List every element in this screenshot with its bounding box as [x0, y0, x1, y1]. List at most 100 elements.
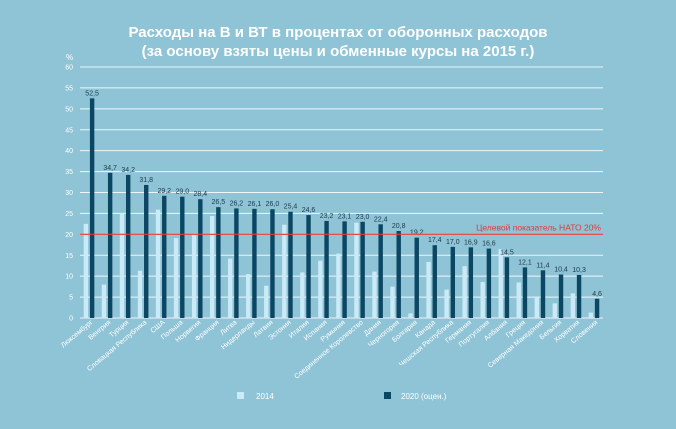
- bar-2014: [336, 253, 341, 318]
- bar-2020: [414, 237, 419, 318]
- bar-2014: [101, 284, 107, 318]
- bar-2020: [360, 221, 365, 318]
- data-label-2020: 23,0: [356, 214, 370, 221]
- bar-2014: [137, 270, 143, 318]
- bar-2020: [594, 298, 600, 318]
- bar-2014: [264, 285, 269, 318]
- data-label-2020: 20,8: [392, 223, 406, 230]
- y-axis-ticks: 0 5 10 15 20 25 30 35 40 45 50 55 60: [65, 65, 73, 323]
- bar-2014: [570, 293, 576, 318]
- data-label-2020: 34,2: [121, 167, 135, 174]
- bar-2014: [119, 213, 125, 318]
- bar-2020: [378, 224, 383, 318]
- bar-2020: [450, 246, 456, 318]
- data-label-2020: 12,1: [518, 259, 532, 266]
- legend-swatch-2020: [384, 392, 391, 399]
- data-label-2020: 26,5: [212, 199, 226, 206]
- bar-2014: [534, 297, 539, 318]
- data-label-2020: 19,2: [410, 230, 424, 237]
- bar-2020: [234, 208, 239, 318]
- bar-2020: [432, 245, 437, 318]
- data-label-2020: 25,4: [284, 204, 298, 211]
- bar-2020: [342, 221, 347, 318]
- y-tick-label: 50: [65, 106, 73, 113]
- data-label-2020: 16,6: [482, 241, 496, 248]
- data-label-2020: 23,1: [338, 213, 352, 220]
- bar-2014: [444, 289, 449, 318]
- data-label-2020: 24,6: [302, 207, 316, 214]
- bar-2020: [288, 211, 293, 318]
- data-label-2020: 4,6: [592, 291, 602, 298]
- bar-2020: [522, 267, 528, 318]
- bar-2020: [306, 215, 311, 318]
- bar-2020: [198, 199, 203, 318]
- bar-2014: [83, 223, 89, 318]
- bar-2020: [468, 247, 474, 318]
- y-tick-label: 40: [65, 148, 73, 155]
- bar-2020: [216, 207, 221, 318]
- data-label-2020: 17,4: [428, 237, 442, 244]
- bar-2014: [300, 272, 305, 318]
- y-tick-label: 55: [65, 85, 73, 92]
- y-tick-label: 10: [65, 274, 73, 281]
- target-line-group: Целевой показатель НАТО 20%: [80, 222, 603, 235]
- bar-2020: [125, 174, 131, 318]
- data-label-2020: 29,0: [175, 189, 189, 196]
- bars: 52,5 34,7 34,2 31,8 29,2 29,0 28,4 26,5 26,2 26,1…: [83, 90, 602, 318]
- bar-2020: [558, 274, 564, 318]
- bar-2020: [144, 184, 149, 318]
- bar-2020: [324, 220, 329, 318]
- bar-2014: [318, 260, 323, 318]
- data-label-2020: 23,2: [320, 213, 334, 220]
- data-label-2020: 10,4: [554, 266, 568, 273]
- y-tick-label: 20: [65, 232, 73, 239]
- y-tick-label: 0: [69, 316, 73, 323]
- bar-2014: [390, 286, 395, 318]
- bar-2014: [498, 248, 503, 318]
- bar-2020: [107, 172, 113, 318]
- bar-2014: [408, 313, 413, 318]
- bar-2014: [282, 224, 287, 318]
- data-label-2020: 26,2: [230, 200, 244, 207]
- bar-2020: [270, 209, 275, 318]
- bar-2020: [180, 196, 185, 318]
- data-label-2020: 52,5: [85, 90, 99, 97]
- bar-2020: [486, 248, 492, 318]
- y-tick-label: 45: [65, 127, 73, 134]
- y-tick-label: 60: [65, 65, 73, 72]
- data-label-2020: 16,9: [464, 239, 478, 246]
- y-tick-label: 15: [65, 253, 73, 260]
- legend-label-2014: 2014: [256, 392, 274, 401]
- bar-2014: [191, 233, 197, 318]
- bar-2014: [480, 282, 485, 318]
- bar-2014: [246, 274, 251, 318]
- legend-swatch-2014: [237, 392, 244, 399]
- y-tick-label: 35: [65, 169, 73, 176]
- bar-2014: [209, 215, 215, 318]
- bar-2014: [173, 238, 179, 318]
- y-tick-label: 30: [65, 190, 73, 197]
- chart-title-line-1: Расходы на В и ВТ в процентах от оборонн…: [128, 24, 547, 41]
- chart-title-line-2: (за основу взяты цены и обменные курсы н…: [142, 43, 535, 60]
- bar-2020: [252, 208, 257, 318]
- data-label-2020: 28,4: [194, 191, 208, 198]
- bar-2014: [552, 303, 558, 318]
- bar-2014: [372, 271, 377, 318]
- bar-2020: [396, 230, 401, 318]
- data-label-2020: 14,5: [500, 249, 514, 256]
- y-axis-unit: %: [66, 53, 73, 62]
- data-label-2020: 29,2: [157, 188, 171, 195]
- legend: 2014 2020 (оцен.): [237, 392, 447, 401]
- bar-2020: [576, 274, 582, 318]
- data-label-2020: 31,8: [139, 177, 153, 184]
- y-tick-label: 25: [65, 211, 73, 218]
- data-label-2020: 11,4: [536, 262, 549, 269]
- bar-2014: [354, 222, 359, 318]
- data-label-2020: 22,4: [374, 216, 388, 223]
- legend-label-2020: 2020 (оцен.): [401, 392, 447, 401]
- bar-2014: [426, 261, 431, 318]
- data-label-2020: 17,0: [446, 239, 460, 246]
- bar-2020: [540, 270, 546, 318]
